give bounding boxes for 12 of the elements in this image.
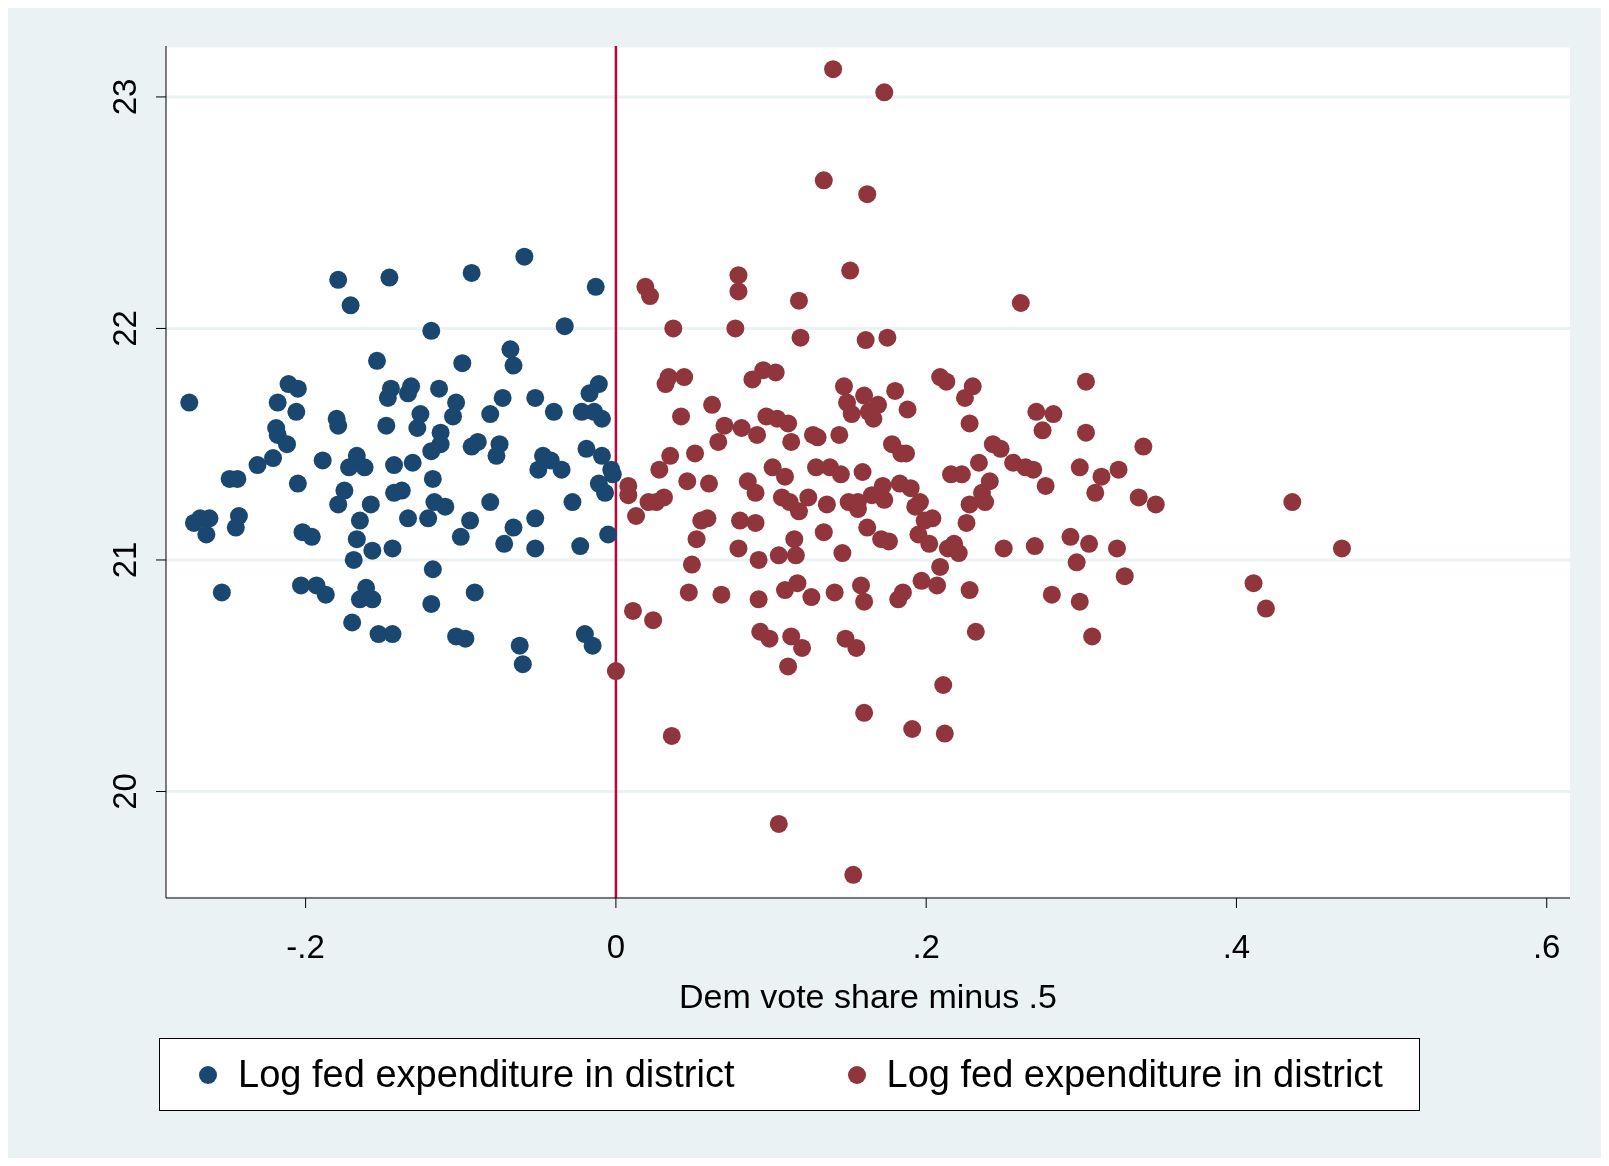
y-tick-label: 22 [106, 310, 143, 347]
y-tick-label: 21 [106, 541, 143, 579]
x-tick-label: .6 [1532, 928, 1561, 965]
x-tick-label: -.2 [286, 928, 325, 965]
x-axis-title: Dem vote share minus .5 [679, 977, 1057, 1015]
x-tick-label: 0 [606, 928, 626, 965]
legend-label: Log fed expenditure in district [238, 1053, 735, 1096]
y-tick-label: 20 [106, 773, 143, 810]
x-tick-label: .4 [1222, 928, 1251, 965]
legend-label: Log fed expenditure in district [886, 1053, 1383, 1096]
y-tick-label: 23 [106, 78, 143, 116]
x-tick-label: .2 [912, 928, 940, 965]
